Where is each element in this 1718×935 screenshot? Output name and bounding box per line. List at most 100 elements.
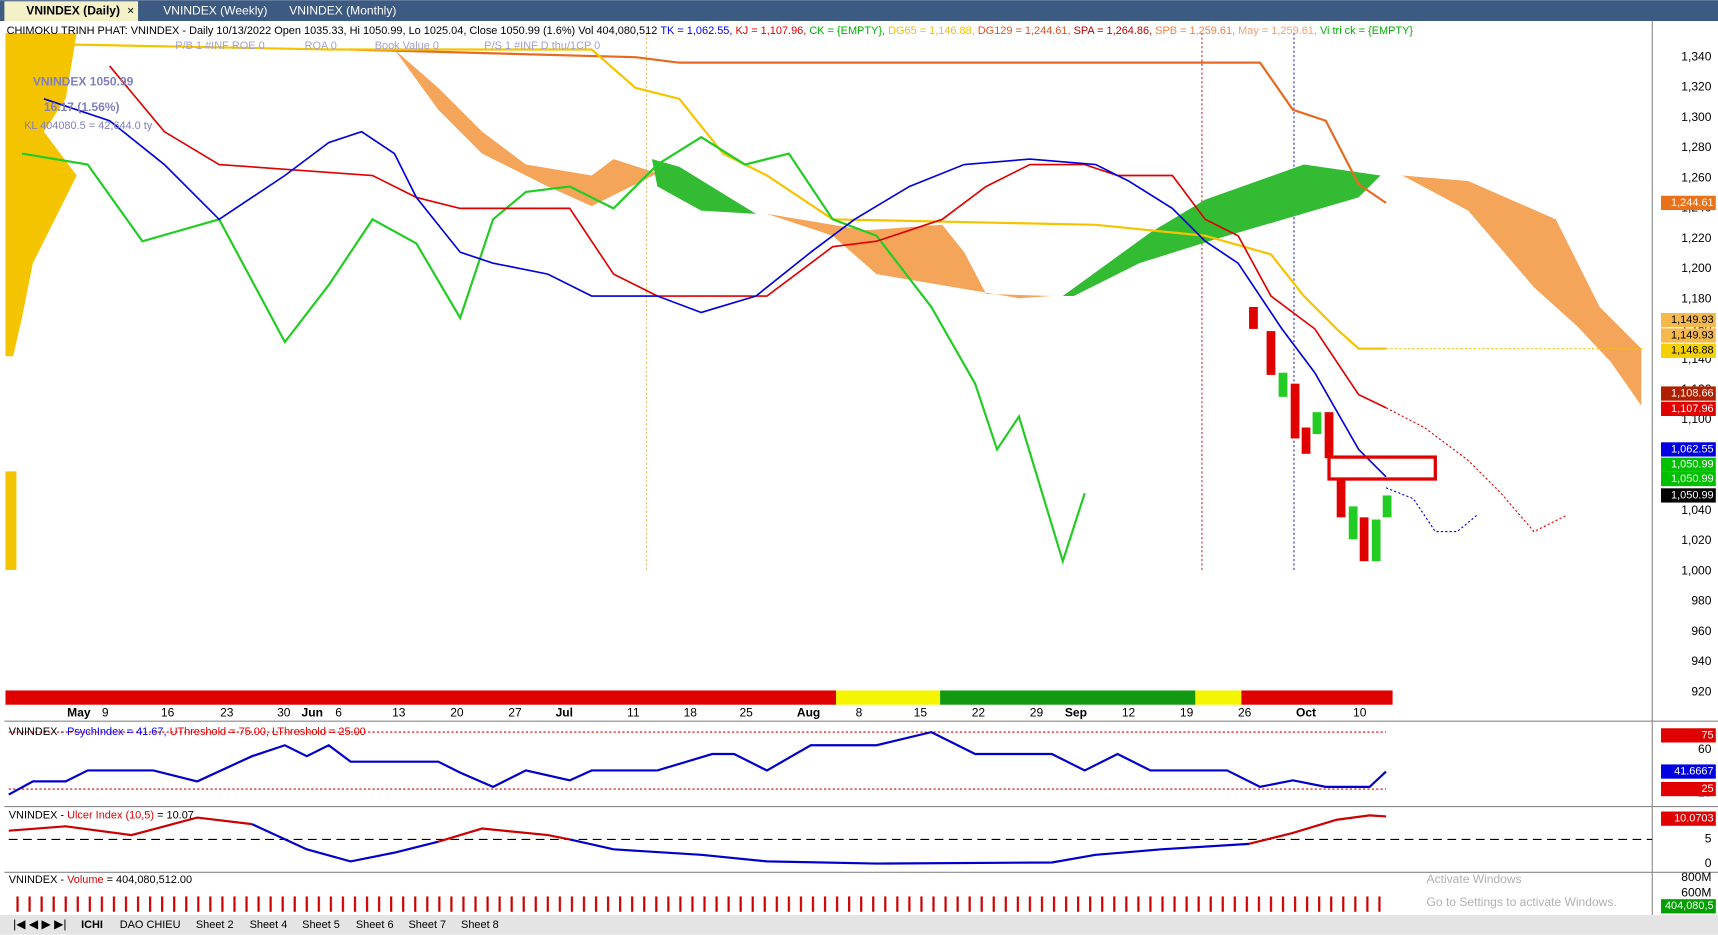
text-segment: SPB = 1,259.61, [1155, 25, 1238, 37]
sheet-tab[interactable]: DAO CHIEU [120, 919, 181, 931]
volume-bars [8, 883, 1390, 912]
ulcer-line [1248, 814, 1387, 845]
price-axis-label: 1,260 [1681, 170, 1711, 184]
sheet-tab[interactable]: Sheet 4 [250, 919, 288, 931]
candle [1301, 427, 1311, 454]
kumo-bear [766, 213, 1052, 299]
symbol-price: VNINDEX 1050.99 [33, 75, 134, 89]
price-tag-label: 1,050.99 [1671, 489, 1714, 501]
tab-close[interactable]: × [127, 3, 134, 17]
fundamental: Book Value 0 [375, 40, 439, 52]
candle [1336, 480, 1346, 518]
price-tag-label: 10.0703 [1674, 813, 1714, 825]
kijun-projection [1385, 407, 1568, 533]
sheet-tab[interactable]: Sheet 8 [461, 919, 499, 931]
candle [1249, 306, 1258, 329]
date-label: 13 [392, 706, 406, 720]
tenkan-line [43, 98, 1387, 478]
candle [1324, 412, 1334, 459]
date-label: 18 [684, 706, 698, 720]
date-label: 6 [335, 706, 342, 720]
text-segment: VNINDEX - [9, 874, 67, 886]
trend-strip [940, 690, 1196, 705]
nav-button[interactable]: |◀ ◀ ▶ ▶| [13, 917, 66, 931]
date-label: 8 [856, 706, 863, 720]
dg129-line [350, 48, 1387, 204]
text-segment: Ulcer Index (10,5) [67, 809, 154, 821]
price-axis-label: 1,320 [1681, 80, 1711, 94]
text-segment: KJ = 1,107.96, [735, 25, 809, 37]
pane-axis-label: 600M [1681, 885, 1711, 899]
date-label: 26 [1238, 706, 1252, 720]
date-label: 29 [1030, 706, 1044, 720]
ulcer-line [8, 816, 253, 837]
text-segment: May = 1,259.61, [1238, 25, 1320, 37]
sheet-tab[interactable]: Sheet 7 [408, 919, 446, 931]
sheet-tab[interactable]: ICHI [81, 919, 103, 931]
date-label: 16 [161, 706, 175, 720]
price-axis-label: 1,300 [1681, 110, 1711, 124]
candle [1382, 495, 1392, 518]
tab-label[interactable]: VNINDEX (Daily) [26, 3, 120, 17]
date-label: Jul [556, 706, 573, 720]
date-label: 19 [1180, 706, 1194, 720]
price-axis-label: 1,000 [1681, 563, 1711, 577]
volume-profile [5, 33, 77, 570]
price-tag-label: 404,080,5 [1665, 900, 1714, 912]
price-tag [1661, 811, 1716, 826]
text-segment: CK = {EMPTY}, [809, 25, 888, 37]
kumo-bull [1062, 164, 1381, 297]
tab-label[interactable]: VNINDEX (Weekly) [163, 3, 267, 17]
price-axis-label: 940 [1691, 654, 1711, 668]
price-tag-label: 41.6667 [1674, 765, 1714, 777]
text-segment: TK = 1,062.55, [660, 25, 735, 37]
date-label: 25 [739, 706, 753, 720]
watermark: Activate Windows [1427, 872, 1522, 886]
price-axis-label: 1,200 [1681, 261, 1711, 275]
sheet-bar [0, 915, 1718, 935]
price-axis-label: 1,340 [1681, 49, 1711, 63]
text-segment: DG129 = 1,244.61, [978, 25, 1074, 37]
candle [1278, 372, 1288, 397]
date-label: 20 [450, 706, 464, 720]
price-tag [1661, 457, 1716, 472]
pane-axis-label: 800M [1681, 870, 1711, 884]
fundamental: ROA 0 [305, 40, 337, 52]
date-label: 27 [508, 706, 522, 720]
text-segment: = 10.07 [154, 809, 194, 821]
date-label: 11 [627, 706, 640, 720]
tab-label[interactable]: VNINDEX (Monthly) [289, 3, 396, 17]
text-segment: Volume [67, 874, 103, 886]
price-tag-label: 1,107.96 [1671, 403, 1714, 415]
ulcer-line [251, 823, 439, 863]
chikou-line [21, 135, 1086, 565]
sheet-tab[interactable]: Sheet 2 [196, 919, 234, 931]
price-axis-label: 1,020 [1681, 533, 1711, 547]
trend-strip [835, 690, 941, 705]
pane-axis-label: 0 [1705, 856, 1712, 870]
price-tag [1661, 899, 1716, 914]
symbol-change: 16.17 (1.56%) [44, 100, 120, 114]
price-tag [1661, 471, 1716, 487]
price-tag [1661, 728, 1716, 743]
price-tag-label: 1,050.99 [1671, 459, 1714, 471]
sheet-tab[interactable]: Sheet 6 [356, 919, 394, 931]
psych-line [8, 730, 1387, 796]
sheet-tab[interactable]: Sheet 5 [302, 919, 340, 931]
text-segment: VNINDEX - [9, 809, 67, 821]
price-tag [1661, 328, 1716, 343]
pane-axis-label: 60 [1698, 742, 1712, 756]
price-axis-label: 960 [1691, 624, 1711, 638]
price-tag [1661, 343, 1716, 358]
price-tag-label: 1,108.66 [1671, 387, 1714, 399]
tenkan-projection [1385, 487, 1478, 533]
pane-title: VNINDEX - Ulcer Index (10,5) = 10.07 [9, 809, 194, 821]
trend-strip [1195, 690, 1242, 705]
price-tag-label: 1,062.55 [1671, 443, 1714, 455]
tab-active[interactable] [4, 1, 139, 22]
date-label: 9 [102, 706, 109, 720]
date-label: May [67, 706, 91, 720]
price-tag [1661, 781, 1716, 797]
